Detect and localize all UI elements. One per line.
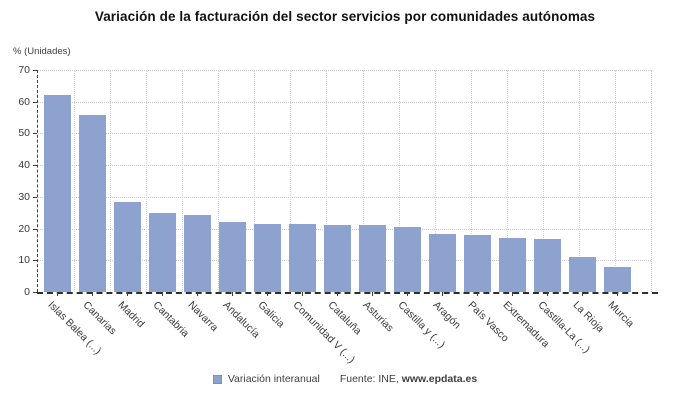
y-tick-label-0: 0 [24,286,30,298]
x-tick-mark [91,292,93,296]
h-gridline [38,101,651,103]
x-tick-mark [231,292,233,296]
plot-area [37,70,652,292]
bar-Asturias [359,225,386,292]
bar-La Rioja [569,257,596,292]
y-tick-mark [33,196,37,198]
y-tick-mark [33,260,37,262]
v-gridline [362,70,364,292]
v-gridline [218,70,220,292]
bar-Aragón [429,233,456,292]
v-gridline [578,70,580,292]
x-tick-label-Madrid: Madrid [115,299,147,331]
y-tick-label-30: 30 [18,190,30,203]
v-gridline [434,70,436,292]
bar-Murcia [604,267,631,292]
bar-Galicia [254,223,281,292]
v-gridline [614,70,616,292]
x-tick-mark [476,292,478,296]
x-tick-label-Navarra: Navarra [185,299,220,334]
legend-series-label: Variación interanual [227,373,320,385]
x-tick-mark [196,292,198,296]
bar-Cantabria [149,213,176,292]
bar-Andalucía [219,221,246,292]
y-tick-mark [33,292,37,293]
bar-Islas Balea (...) [44,95,71,292]
x-tick-mark [56,292,58,296]
legend-row: Variación interanual Fuente: INE, www.ep… [0,373,690,385]
bar-Madrid [114,201,141,292]
y-tick-label-40: 40 [18,159,30,172]
x-tick-label-Aragón: Aragón [430,299,463,332]
x-tick-mark [301,292,303,296]
x-tick-mark [126,292,128,296]
y-tick-label-50: 50 [18,127,30,140]
v-gridline [110,70,112,292]
y-tick-mark [33,70,37,71]
y-tick-mark [33,133,37,135]
y-tick-mark [33,101,37,103]
h-gridline [38,70,651,71]
x-tick-mark [266,292,268,296]
x-tick-label-Murcia: Murcia [605,299,636,330]
x-tick-mark [511,292,513,296]
chart-title: Variación de la facturación del sector s… [94,9,596,24]
v-gridline [542,70,544,292]
x-tick-label-Asturias: Asturias [360,299,396,335]
v-gridline [470,70,472,292]
v-gridline [398,70,400,292]
x-tick-mark [581,292,583,296]
x-tick-mark [546,292,548,296]
source-prefix: Fuente: INE, [339,373,402,385]
x-tick-mark [616,292,618,296]
bar-País Vasco [464,235,491,292]
y-tick-label-70: 70 [18,64,30,76]
x-tick-mark [441,292,443,296]
y-tick-label-60: 60 [18,95,30,108]
bar-Cataluña [324,224,351,292]
x-axis-line [37,292,658,294]
h-gridline [38,165,651,167]
v-gridline [326,70,328,292]
x-tick-label-Andalucía: Andalucía [220,299,262,341]
bar-Castilla-La (...) [534,239,561,292]
source-attribution: Fuente: INE, www.epdata.es [340,373,477,385]
x-tick-mark [371,292,373,296]
x-tick-label-Galicia: Galicia [255,299,287,331]
y-tick-mark [33,228,37,230]
y-tick-label-20: 20 [18,222,30,235]
legend-swatch-icon [212,374,222,384]
source-website: www.epdata.es [401,373,478,385]
v-gridline [290,70,292,292]
y-tick-mark [33,165,37,167]
v-gridline [506,70,508,292]
x-tick-mark [336,292,338,296]
v-gridline [254,70,256,292]
h-gridline [38,196,651,198]
v-gridline [182,70,184,292]
h-gridline [38,133,651,135]
y-tick-label-10: 10 [18,254,30,267]
bar-Navarra [184,214,211,292]
x-tick-label-Comunidad V (...): Comunidad V (...) [290,299,357,366]
x-tick-label-La Rioja: La Rioja [570,299,606,335]
v-gridline [146,70,148,292]
bar-Extremadura [499,237,526,292]
bar-Canarias [79,115,106,292]
y-axis-unit-label: % (Unidades) [13,46,71,57]
bar-Castilla y (...) [394,227,421,292]
x-tick-label-Cantabria: Cantabria [150,299,191,340]
bar-Comunidad V (...) [289,223,316,292]
x-tick-mark [406,292,408,296]
v-gridline [74,70,76,292]
x-tick-mark [161,292,163,296]
